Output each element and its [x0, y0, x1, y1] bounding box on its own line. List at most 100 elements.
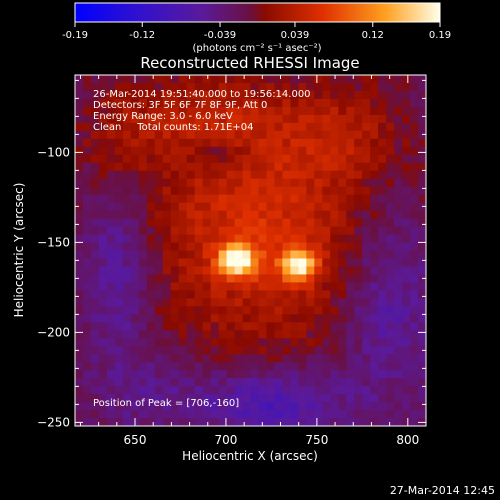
heatmap-cell — [114, 378, 124, 387]
heatmap-cell — [314, 194, 323, 204]
heatmap-cell — [242, 122, 252, 132]
heatmap-cell — [298, 298, 307, 307]
heatmap-cell — [226, 114, 236, 124]
heatmap-cell — [274, 114, 284, 124]
heatmap-cell — [130, 386, 140, 395]
heatmap-cell — [346, 418, 355, 426]
heatmap-cell — [146, 106, 156, 116]
heatmap-cell — [370, 418, 379, 426]
heatmap-cell — [138, 202, 148, 212]
heatmap-cell — [146, 162, 156, 172]
heatmap-cell — [75, 162, 84, 172]
heatmap-cell — [402, 354, 411, 363]
heatmap-cell — [162, 114, 172, 124]
heatmap-cell — [122, 106, 132, 116]
heatmap-cell — [282, 178, 291, 188]
heatmap-cell — [82, 258, 92, 268]
heatmap-cell — [202, 314, 212, 323]
heatmap-cell — [90, 274, 100, 284]
heatmap-cell — [290, 418, 299, 426]
heatmap-cell — [98, 394, 108, 403]
heatmap-cell — [282, 194, 291, 204]
heatmap-cell — [178, 370, 188, 379]
heatmap-cell — [114, 410, 124, 419]
heatmap-cell — [290, 138, 299, 148]
heatmap-cell — [266, 354, 276, 363]
heatmap-cell — [354, 362, 363, 371]
heatmap-cell — [402, 106, 411, 116]
heatmap-cell — [394, 322, 403, 331]
heatmap-cell — [75, 378, 84, 387]
heatmap-cell — [314, 378, 323, 387]
heatmap-cell — [354, 82, 363, 92]
heatmap-cell — [330, 106, 339, 116]
heatmap-cell — [402, 362, 411, 371]
heatmap-cell — [146, 370, 156, 379]
heatmap-cell — [362, 242, 371, 252]
heatmap-cell — [370, 322, 379, 331]
heatmap-cell — [162, 386, 172, 395]
heatmap-cell — [106, 306, 116, 315]
heatmap-cell — [290, 410, 299, 419]
heatmap-cell — [82, 114, 92, 124]
heatmap-cell — [75, 226, 84, 236]
heatmap-cell — [242, 98, 252, 108]
heatmap-cell — [298, 370, 307, 379]
heatmap-cell — [226, 218, 236, 228]
heatmap-cell — [122, 314, 132, 323]
heatmap-cell — [290, 298, 299, 307]
heatmap-cell — [338, 298, 347, 307]
heatmap-cell — [106, 402, 116, 411]
heatmap-cell — [162, 410, 172, 419]
heatmap-cell — [306, 138, 315, 148]
heatmap-cell — [338, 242, 347, 252]
heatmap-cell — [90, 210, 100, 220]
heatmap-cell — [394, 186, 403, 196]
heatmap-cell — [194, 114, 204, 124]
heatmap-cell — [378, 346, 387, 355]
heatmap-cell — [138, 75, 148, 84]
heatmap-cell — [178, 314, 188, 323]
heatmap-cell — [378, 170, 387, 180]
heatmap-cell — [394, 98, 403, 108]
heatmap-cell — [122, 202, 132, 212]
heatmap-cell — [266, 210, 276, 220]
heatmap-cell — [386, 242, 395, 252]
heatmap-cell — [122, 290, 132, 299]
heatmap-cell — [362, 418, 371, 426]
heatmap-cell — [362, 410, 371, 419]
heatmap-cell — [394, 306, 403, 315]
heatmap-cell — [242, 338, 252, 347]
heatmap-cell — [386, 290, 395, 299]
heatmap-cell — [394, 258, 403, 268]
heatmap-cell — [274, 322, 284, 331]
heatmap-cell — [218, 114, 228, 124]
heatmap-cell — [234, 362, 244, 371]
heatmap-cell — [306, 338, 315, 347]
heatmap-cell — [194, 170, 204, 180]
heatmap-cell — [274, 290, 284, 299]
heatmap-cell — [98, 274, 108, 284]
heatmap-cell — [226, 106, 236, 116]
heatmap-cell — [314, 130, 323, 140]
heatmap-cell — [82, 306, 92, 315]
heatmap-cell — [282, 282, 291, 291]
heatmap-cell — [266, 242, 276, 252]
heatmap-cell — [338, 258, 347, 268]
heatmap-cell — [186, 234, 196, 244]
heatmap-cell — [418, 258, 426, 268]
heatmap-cell — [386, 122, 395, 132]
heatmap-cell — [418, 338, 426, 347]
heatmap-cell — [138, 226, 148, 236]
heatmap-cell — [290, 378, 299, 387]
heatmap-cell — [290, 354, 299, 363]
heatmap-cell — [394, 330, 403, 339]
heatmap-cell — [114, 314, 124, 323]
heatmap-cell — [130, 306, 140, 315]
heatmap-cell — [298, 322, 307, 331]
heatmap-cell — [194, 146, 204, 156]
heatmap-cell — [290, 362, 299, 371]
heatmap-cell — [122, 218, 132, 228]
heatmap-cell — [146, 122, 156, 132]
heatmap-cell — [178, 130, 188, 140]
